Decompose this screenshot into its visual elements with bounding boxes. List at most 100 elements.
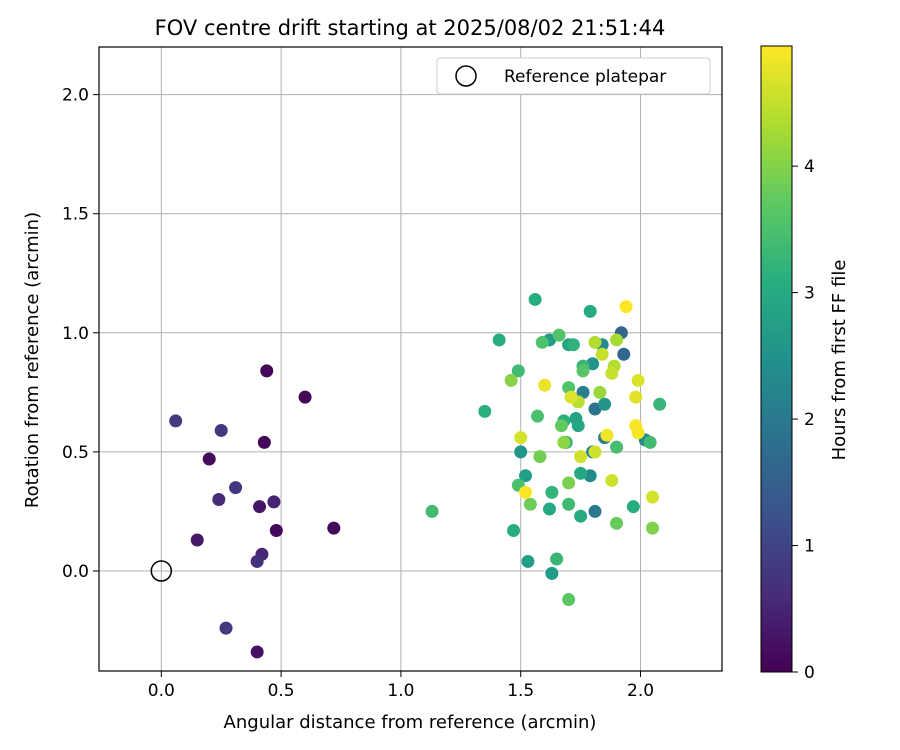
data-point (425, 504, 439, 518)
y-tick-label: 1.5 (62, 205, 89, 225)
data-points (169, 292, 667, 659)
data-point (588, 445, 602, 459)
data-point (566, 338, 580, 352)
data-point (521, 554, 535, 568)
data-point (514, 445, 528, 459)
colorbar-tick-label: 2 (804, 410, 815, 430)
data-point (554, 419, 568, 433)
colorbar-gradient (760, 45, 793, 673)
data-point (269, 523, 283, 537)
data-point (619, 300, 633, 314)
x-tick-label: 1.5 (507, 681, 534, 701)
data-point (250, 554, 264, 568)
chart-title: FOV centre drift starting at 2025/08/02 … (155, 16, 666, 40)
data-point (574, 450, 588, 464)
data-point (530, 409, 544, 423)
data-point (519, 485, 533, 499)
data-point (250, 645, 264, 659)
colorbar-tick-label: 1 (804, 537, 815, 557)
plot-frame (98, 46, 723, 672)
data-point (617, 347, 631, 361)
data-point (646, 490, 660, 504)
data-point (542, 502, 556, 516)
data-point (327, 521, 341, 535)
data-point (298, 390, 312, 404)
x-tick-label: 0.0 (148, 681, 175, 701)
data-point (552, 328, 566, 342)
colorbar-ticks: 0 1 2 3 4 (792, 157, 815, 683)
data-point (564, 390, 578, 404)
data-point (267, 495, 281, 509)
colorbar-tick-label: 0 (804, 663, 815, 683)
data-point (492, 333, 506, 347)
reference-marker (150, 560, 173, 582)
colorbar: 0 1 2 3 4 Hours from first FF file (760, 45, 850, 683)
x-tick-label: 2.0 (627, 681, 654, 701)
data-point (600, 428, 614, 442)
y-tick-label: 2.0 (62, 86, 89, 106)
data-point (169, 414, 183, 428)
data-point (478, 404, 492, 418)
data-point (528, 292, 542, 306)
x-axis-label: Angular distance from reference (arcmin) (224, 712, 597, 733)
data-point (504, 373, 518, 387)
data-point (576, 364, 590, 378)
data-point (593, 385, 607, 399)
data-point (571, 419, 585, 433)
data-point (626, 500, 640, 514)
data-point (557, 435, 571, 449)
data-point (605, 366, 619, 380)
x-tick-label: 0.5 (268, 681, 295, 701)
legend-box (436, 57, 711, 95)
data-point (533, 450, 547, 464)
data-point (214, 423, 228, 437)
data-point (190, 533, 204, 547)
data-point (631, 426, 645, 440)
data-point (545, 566, 559, 580)
y-tick-label: 1.0 (62, 324, 89, 344)
data-point (545, 485, 559, 499)
colorbar-tick-label: 4 (804, 157, 815, 177)
data-point (260, 364, 274, 378)
data-point (507, 523, 521, 537)
data-point (574, 466, 588, 480)
data-point (595, 347, 609, 361)
data-point (253, 500, 267, 514)
grid (99, 47, 722, 671)
data-point (219, 621, 233, 635)
data-point (212, 493, 226, 507)
y-tick-label: 0.5 (62, 443, 89, 463)
y-tick-label: 0.0 (62, 562, 89, 582)
data-point (562, 593, 576, 607)
data-point (514, 431, 528, 445)
data-point (538, 378, 552, 392)
data-point (550, 552, 564, 566)
data-point (653, 397, 667, 411)
data-point (643, 435, 657, 449)
data-point (605, 473, 619, 487)
data-point (610, 333, 624, 347)
data-point (646, 521, 660, 535)
data-point (610, 440, 624, 454)
legend: Reference platepar (436, 57, 711, 95)
x-axis: 0.0 0.5 1.0 1.5 2.0 (148, 671, 654, 701)
x-tick-label: 1.0 (387, 681, 414, 701)
y-axis-label: Rotation from reference (arcmin) (22, 212, 43, 508)
data-point (519, 469, 533, 483)
data-point (588, 504, 602, 518)
data-point (598, 397, 612, 411)
data-point (629, 390, 643, 404)
data-point (257, 435, 271, 449)
y-axis: 0.0 0.5 1.0 1.5 2.0 (62, 86, 99, 582)
data-point (574, 509, 588, 523)
data-point (610, 516, 624, 530)
data-point (202, 452, 216, 466)
colorbar-label: Hours from first FF file (829, 260, 850, 461)
data-point (588, 335, 602, 349)
plot-area (99, 47, 722, 671)
data-point (523, 497, 537, 511)
data-point (562, 476, 576, 490)
data-point (229, 481, 243, 495)
legend-marker (455, 65, 477, 87)
